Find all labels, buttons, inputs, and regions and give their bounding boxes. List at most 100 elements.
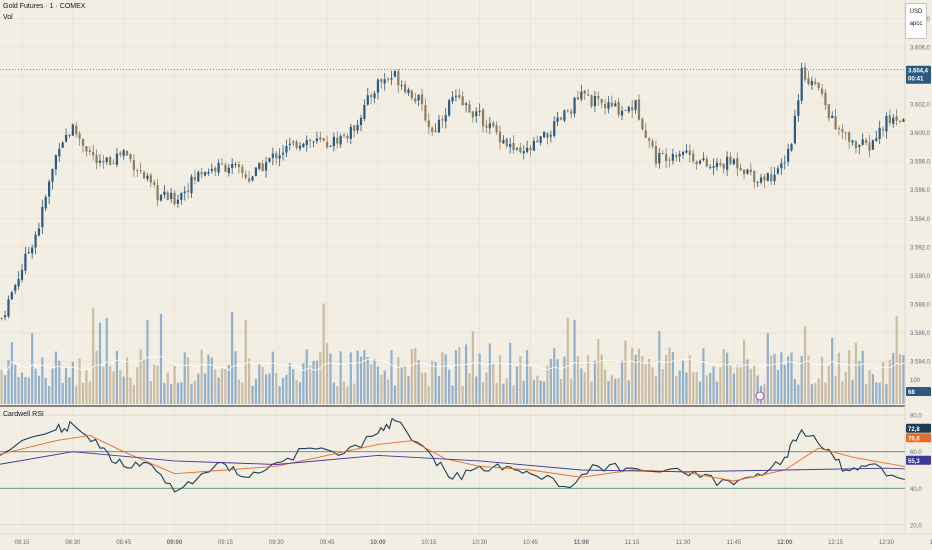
- candle-body: [237, 164, 241, 168]
- candle-body: [37, 228, 41, 236]
- volume-bar: [546, 365, 549, 404]
- volume-bar: [576, 356, 580, 404]
- time-tick-label: 10:30: [472, 540, 488, 546]
- volume-bar: [403, 365, 407, 404]
- volume-bar: [749, 368, 752, 404]
- volume-bar: [556, 359, 559, 404]
- volume-bar: [64, 367, 68, 404]
- candle-body: [271, 153, 274, 158]
- symbol-title[interactable]: Gold Futures · 1 · COMEX: [3, 3, 86, 10]
- volume-bar: [702, 348, 705, 404]
- rsi-badge-text: 72,8: [908, 427, 920, 433]
- candle-body: [454, 95, 458, 97]
- candle-body: [163, 191, 166, 196]
- candle-body: [281, 152, 285, 155]
- candle-body: [783, 162, 786, 164]
- candle-body: [71, 124, 74, 136]
- volume-bar: [454, 350, 458, 404]
- volume-bar: [631, 348, 634, 404]
- candle-body: [617, 102, 620, 115]
- candle-body: [658, 152, 661, 164]
- volume-bar: [31, 333, 34, 404]
- candle-body: [681, 151, 685, 155]
- volume-bar: [715, 381, 719, 404]
- volume-bar: [298, 382, 302, 404]
- candle-body: [376, 79, 380, 93]
- candle-body: [587, 94, 590, 96]
- volume-bar: [624, 340, 627, 404]
- price-tick-label: 3.606,0: [910, 45, 931, 51]
- volume-last-badge-bg: [906, 387, 931, 396]
- time-tick-label: 12:15: [828, 540, 844, 546]
- candle-body: [712, 166, 715, 168]
- candle-body: [678, 153, 681, 157]
- candle-body: [715, 162, 719, 167]
- candle-body: [180, 192, 183, 200]
- candle-body: [339, 135, 342, 145]
- time-tick-label: 08:15: [14, 540, 30, 546]
- rsi-badge: 72,8: [906, 423, 931, 433]
- candle-body: [780, 163, 783, 169]
- volume-bar: [417, 360, 420, 404]
- candle-body: [583, 90, 586, 94]
- candle-body: [553, 121, 556, 136]
- price-candles: [0, 62, 932, 321]
- candle-body: [542, 132, 546, 137]
- candle-body: [641, 118, 644, 130]
- volume-bar: [109, 365, 112, 404]
- volume-bar: [119, 370, 122, 404]
- volume-bar: [27, 377, 30, 404]
- lightning-icon: [755, 391, 765, 401]
- volume-bar: [787, 356, 790, 404]
- volume-bar: [742, 339, 746, 404]
- volume-bar: [75, 385, 78, 404]
- volume-bar: [183, 352, 186, 404]
- candle-body: [620, 110, 624, 116]
- volume-bar: [644, 363, 647, 404]
- volume-bar: [156, 365, 159, 404]
- rsi-slow-ma-line: [0, 451, 932, 473]
- volume-bar: [536, 375, 539, 404]
- candle-body: [654, 146, 658, 164]
- candle-body: [248, 178, 251, 182]
- candle-body: [420, 94, 424, 105]
- volume-bar: [793, 379, 797, 404]
- candle-body: [590, 95, 593, 107]
- time-tick-label: 08:45: [116, 540, 132, 546]
- volume-bar: [353, 383, 356, 404]
- price-tick-label: 3.588,0: [910, 303, 931, 309]
- rsi-legend[interactable]: Cardwell RSI: [3, 411, 44, 418]
- candle-body: [549, 135, 552, 137]
- candle-body: [736, 158, 739, 169]
- candle-body: [353, 125, 356, 131]
- rsi-badge: 55,3: [906, 455, 931, 465]
- candle-body: [532, 141, 535, 151]
- volume-bar: [373, 358, 376, 404]
- candle-body: [871, 140, 874, 150]
- volume-bar: [827, 365, 830, 404]
- volume-bar: [248, 358, 251, 404]
- price-tick-label: 3.594,0: [910, 217, 931, 223]
- volume-bar: [553, 348, 556, 404]
- candle-body: [875, 138, 878, 141]
- currency-selector[interactable]: USD арсс: [905, 3, 927, 39]
- volume-bar: [888, 359, 891, 404]
- volume-bar: [251, 385, 254, 404]
- time-tick-label: 11:30: [676, 540, 691, 546]
- volume-bar: [220, 368, 224, 404]
- candle-body: [522, 151, 525, 154]
- volume-bar: [88, 381, 91, 404]
- volume-bar: [234, 351, 237, 404]
- volume-bar: [898, 354, 902, 404]
- candle-body: [851, 140, 854, 143]
- volume-legend[interactable]: Vol: [3, 14, 13, 21]
- candle-body: [763, 176, 766, 181]
- volume-bar: [166, 372, 169, 404]
- candle-body: [824, 92, 827, 106]
- volume-bar: [736, 365, 739, 404]
- candle-body: [888, 115, 891, 124]
- volume-bar: [732, 373, 735, 404]
- candle-body: [637, 99, 641, 120]
- volume-bar: [112, 371, 115, 404]
